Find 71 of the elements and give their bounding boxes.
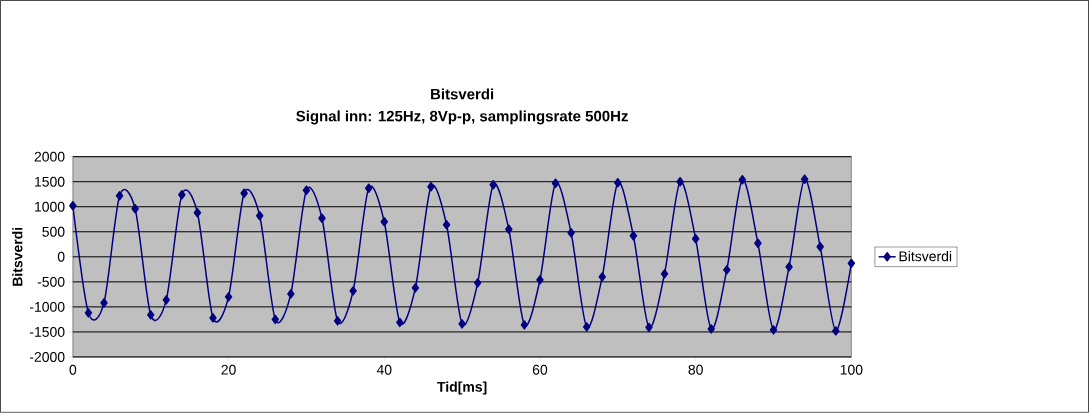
y-tick-label: 500 [42, 226, 65, 237]
point [754, 238, 762, 249]
point [676, 177, 684, 187]
y-tick-label: 1500 [35, 176, 65, 187]
chart-subtitle: Signal inn: 125Hz, 8Vp-p, samplingsrate 500Hz [296, 110, 628, 125]
point [723, 265, 731, 275]
y-tick-label: -500 [37, 277, 65, 287]
y-tick-label: -1500 [29, 327, 65, 337]
y-tick-label: 0 [57, 251, 65, 262]
point [614, 178, 622, 188]
point [240, 188, 248, 199]
point [707, 324, 715, 334]
point [84, 308, 93, 318]
point [100, 298, 108, 308]
point [396, 317, 404, 328]
point [489, 180, 497, 190]
point [302, 185, 311, 196]
point [224, 292, 233, 302]
point [816, 242, 824, 252]
x-tick-label: 40 [376, 364, 392, 375]
point [255, 211, 264, 221]
point [131, 204, 139, 214]
point [473, 278, 482, 288]
point [380, 217, 389, 227]
y-tick-label: -1000 [29, 302, 65, 312]
point [598, 272, 606, 282]
point [660, 269, 669, 279]
point [567, 228, 575, 238]
point [162, 295, 171, 305]
y-tick-label: -2000 [29, 352, 65, 363]
chart-title: Bitsverdi [431, 88, 494, 100]
point [582, 322, 591, 332]
x-axis-title: Tid[ms] [437, 381, 487, 395]
point [287, 289, 295, 299]
point [178, 190, 186, 200]
point [458, 319, 466, 329]
x-tick-label: 0 [69, 364, 77, 375]
point [536, 275, 544, 285]
point [146, 310, 155, 320]
y-tick-label: 2000 [34, 151, 65, 162]
point [427, 182, 435, 192]
point [629, 231, 638, 241]
point [691, 234, 700, 244]
point [645, 322, 653, 333]
point [69, 201, 77, 211]
point [738, 175, 747, 185]
point [318, 213, 326, 224]
point [442, 220, 451, 230]
x-tick-label: 20 [221, 364, 236, 375]
point [411, 283, 420, 293]
point [800, 174, 809, 185]
point [209, 313, 217, 323]
y-axis-title: Bitsverdi [12, 228, 23, 286]
point [520, 320, 529, 330]
point [551, 178, 560, 189]
x-tick-label: 80 [688, 364, 703, 375]
y-tick-label: 1000 [35, 201, 65, 212]
point [193, 208, 202, 218]
point [785, 262, 793, 272]
point [271, 314, 280, 325]
point [505, 224, 513, 235]
point [832, 326, 840, 336]
point [333, 316, 342, 326]
point [349, 286, 357, 296]
point [115, 191, 124, 201]
x-tick-label: 100 [840, 364, 863, 375]
point [847, 258, 856, 269]
point [769, 325, 778, 335]
point [364, 183, 373, 194]
x-tick-label: 60 [532, 364, 548, 375]
legend-label: Bitsverdi [899, 251, 952, 262]
